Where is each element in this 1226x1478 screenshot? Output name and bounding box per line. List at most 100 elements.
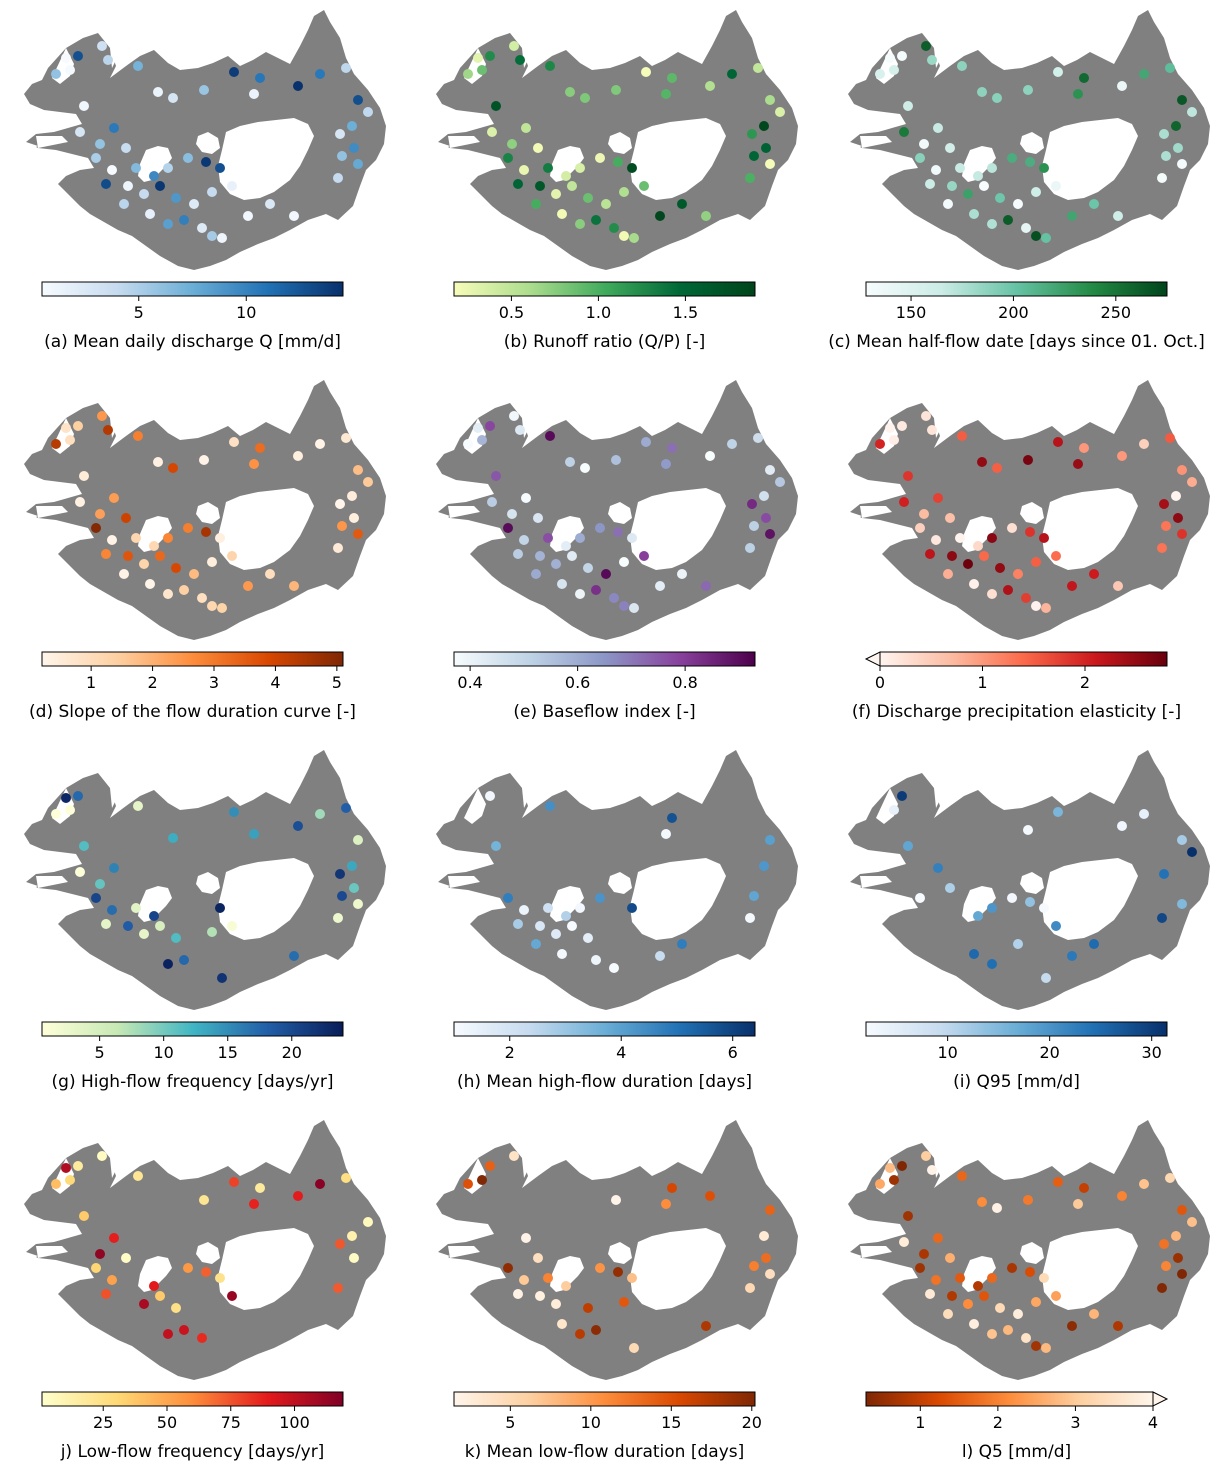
station-point [1177, 465, 1187, 475]
station-point [217, 233, 227, 243]
station-point [977, 1197, 987, 1207]
station-point [1157, 173, 1167, 183]
station-point [1139, 1179, 1149, 1189]
station-point [969, 209, 979, 219]
station-point [171, 933, 181, 943]
station-point [889, 65, 899, 75]
station-point [229, 807, 239, 817]
station-point [1117, 451, 1127, 461]
station-point [753, 63, 763, 73]
station-point [507, 139, 517, 149]
station-point [163, 589, 173, 599]
iceland-map [848, 750, 1210, 1010]
station-point [1113, 211, 1123, 221]
station-point [1159, 1239, 1169, 1249]
station-point [1041, 603, 1051, 613]
station-point [611, 85, 621, 95]
station-point [705, 1191, 715, 1201]
station-point [915, 893, 925, 903]
glacier-hofsjokull [196, 132, 220, 154]
station-point [485, 51, 495, 61]
panel-caption: (e) Baseflow index [-] [513, 702, 696, 722]
station-point [179, 585, 189, 595]
station-point [987, 1273, 997, 1283]
station-point [987, 219, 997, 229]
station-point [1117, 81, 1127, 91]
station-point [955, 1273, 965, 1283]
station-point [561, 1281, 571, 1291]
fjord-2 [448, 506, 480, 518]
station-point [535, 921, 545, 931]
station-point [1031, 187, 1041, 197]
station-point [992, 1203, 1002, 1213]
station-point [289, 211, 299, 221]
station-point [551, 559, 561, 569]
station-point [943, 1309, 953, 1319]
station-point [1013, 199, 1023, 209]
colorbar: 25 50 75 100 [41, 1391, 344, 1432]
station-point [1173, 1253, 1183, 1263]
station-point [477, 435, 487, 445]
station-point [899, 497, 909, 507]
extend-min-arrow [864, 651, 881, 667]
station-point [765, 529, 775, 539]
panel-caption: (d) Slope of the flow duration curve [-] [29, 702, 356, 722]
station-point [765, 465, 775, 475]
colorbar-tick-label: 250 [1101, 303, 1132, 322]
station-point [543, 533, 553, 543]
station-point [229, 67, 239, 77]
station-point [957, 431, 967, 441]
station-point [1117, 1191, 1127, 1201]
station-point [919, 139, 929, 149]
station-point [1177, 835, 1187, 845]
station-point [1171, 491, 1181, 501]
station-point [509, 411, 519, 421]
station-point [921, 411, 931, 421]
station-point [925, 549, 935, 559]
station-point [655, 951, 665, 961]
station-point [1171, 121, 1181, 131]
station-point [775, 107, 785, 117]
glacier-vatnajokull [1042, 1228, 1138, 1310]
station-point [977, 87, 987, 97]
station-point [227, 1291, 237, 1301]
station-point [363, 107, 373, 117]
station-point [103, 425, 113, 435]
fjord-3 [26, 1252, 38, 1260]
station-point [183, 153, 193, 163]
station-point [513, 1289, 523, 1299]
station-point [897, 1161, 907, 1171]
station-point [903, 101, 913, 111]
colorbar-tick-label: 2 [147, 673, 157, 692]
station-point [255, 73, 265, 83]
station-point [575, 589, 585, 599]
station-point [945, 143, 955, 153]
colorbar-tick-label: 4 [1148, 1413, 1158, 1432]
station-point [91, 523, 101, 533]
station-point [1025, 1267, 1035, 1277]
station-point [551, 189, 561, 199]
station-point [1021, 1333, 1031, 1343]
station-point [341, 63, 351, 73]
station-point [341, 433, 351, 443]
station-point [701, 581, 711, 591]
glacier-vatnajokull [218, 1228, 314, 1310]
station-point [463, 439, 473, 449]
fjord-1 [522, 1158, 530, 1178]
station-point [995, 1303, 1005, 1313]
station-point [533, 143, 543, 153]
station-point [561, 911, 571, 921]
station-point [341, 803, 351, 813]
station-point [875, 69, 885, 79]
station-point [557, 209, 567, 219]
colorbar-tick-label: 5 [505, 1413, 515, 1432]
station-point [567, 551, 577, 561]
colorbar-gradient [865, 1021, 1168, 1037]
station-point [1067, 211, 1077, 221]
colorbar-tick-label: 100 [279, 1413, 310, 1432]
fjord-3 [850, 142, 862, 150]
station-point [963, 559, 973, 569]
station-point [973, 171, 983, 181]
station-point [1089, 939, 1099, 949]
glacier-langjokull [550, 146, 584, 182]
